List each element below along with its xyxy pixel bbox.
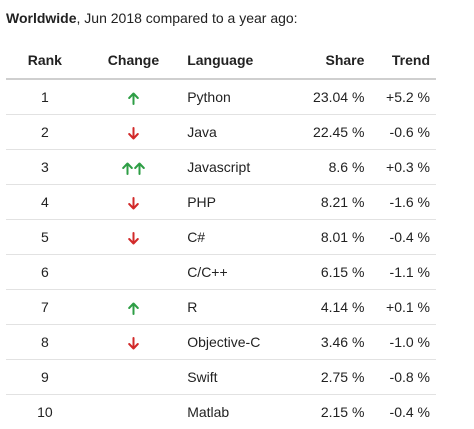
share-cell: 2.75 % [296,360,364,395]
table-row: 6 C/C++6.15 %-1.1 % [6,255,436,290]
share-cell: 3.46 % [296,325,364,360]
table-row: 5 C#8.01 %-0.4 % [6,220,436,255]
up-arrow-icon [128,92,139,105]
share-cell: 8.21 % [296,185,364,220]
language-cell: Matlab [183,395,296,429]
change-cell [84,395,183,429]
rank-cell: 6 [6,255,84,290]
change-cell [84,255,183,290]
language-cell: Javascript [183,150,296,185]
share-cell: 4.14 % [296,290,364,325]
share-cell: 23.04 % [296,79,364,115]
language-cell: Objective-C [183,325,296,360]
rank-cell: 1 [6,79,84,115]
language-cell: Python [183,79,296,115]
language-cell: R [183,290,296,325]
up-arrow-icon [134,162,145,175]
up-arrow-icon [128,302,139,315]
change-cell [84,360,183,395]
header-trend: Trend [364,42,436,79]
up-arrow-icon [122,162,133,175]
table-header: Rank Change Language Share Trend [6,42,436,79]
down-arrow-icon [128,232,139,245]
trend-cell: -1.6 % [364,185,436,220]
language-ranking-table: Rank Change Language Share Trend 1 Python… [6,42,436,429]
trend-cell: -0.6 % [364,115,436,150]
header-change: Change [84,42,183,79]
share-cell: 6.15 % [296,255,364,290]
language-cell: C# [183,220,296,255]
trend-cell: -0.8 % [364,360,436,395]
rank-cell: 4 [6,185,84,220]
share-cell: 8.01 % [296,220,364,255]
share-cell: 8.6 % [296,150,364,185]
trend-cell: +5.2 % [364,79,436,115]
rank-cell: 3 [6,150,84,185]
header-rank: Rank [6,42,84,79]
table-caption: Worldwide, Jun 2018 compared to a year a… [6,10,298,26]
change-cell [84,150,183,185]
language-cell: C/C++ [183,255,296,290]
trend-cell: +0.3 % [364,150,436,185]
share-cell: 2.15 % [296,395,364,429]
share-cell: 22.45 % [296,115,364,150]
trend-cell: -0.4 % [364,395,436,429]
change-cell [84,115,183,150]
rank-cell: 5 [6,220,84,255]
rank-cell: 9 [6,360,84,395]
rank-cell: 7 [6,290,84,325]
down-arrow-icon [128,197,139,210]
trend-cell: -1.1 % [364,255,436,290]
caption-region: Worldwide [6,10,77,26]
change-cell [84,220,183,255]
language-cell: Swift [183,360,296,395]
down-arrow-icon [128,127,139,140]
change-cell [84,325,183,360]
trend-cell: -0.4 % [364,220,436,255]
trend-cell: +0.1 % [364,290,436,325]
rank-cell: 2 [6,115,84,150]
header-share: Share [296,42,364,79]
down-arrow-icon [128,337,139,350]
caption-text: , Jun 2018 compared to a year ago: [77,10,298,26]
language-cell: Java [183,115,296,150]
rank-cell: 8 [6,325,84,360]
language-cell: PHP [183,185,296,220]
change-cell [84,79,183,115]
trend-cell: -1.0 % [364,325,436,360]
change-cell [84,290,183,325]
change-cell [84,185,183,220]
rank-cell: 10 [6,395,84,429]
header-row: Rank Change Language Share Trend [6,42,436,79]
header-language: Language [183,42,296,79]
